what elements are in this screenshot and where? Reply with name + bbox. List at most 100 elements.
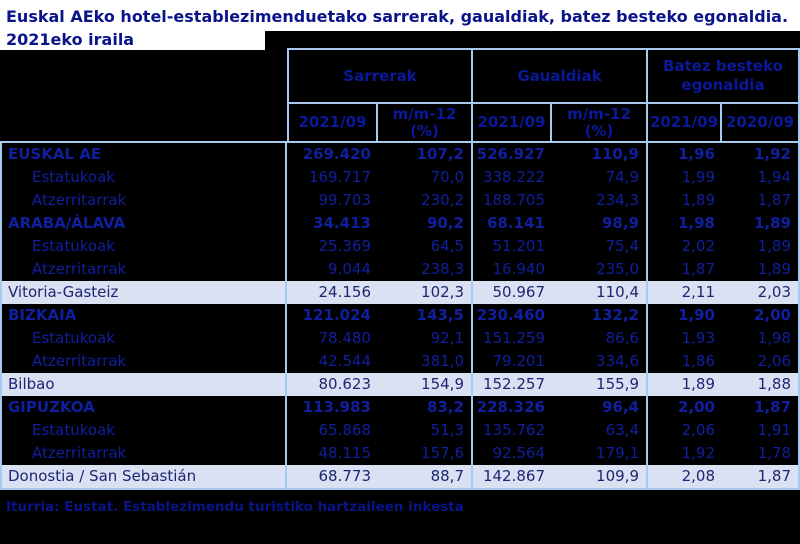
cell-sarrerak-2021-09: 65.868 bbox=[318, 421, 372, 439]
page-title-line2: 2021eko iraila bbox=[0, 31, 265, 50]
cell-gaualdiak-2021-09: 16.940 bbox=[492, 260, 546, 278]
sub-header-egonaldia-2020-09: 2020/09 bbox=[722, 104, 800, 141]
sub-header-sarrerak-2021-09: 2021/09 bbox=[287, 104, 378, 141]
row-label: GIPUZKOA bbox=[0, 396, 287, 419]
cell-sarrerak-2021-09: 113.983 bbox=[302, 398, 371, 416]
cell-sarrerak-2021-09: 169.717 bbox=[308, 168, 371, 186]
table-row: Atzerritarrak 42.544 381,0 79.201 334,6 1,86 2… bbox=[0, 350, 800, 373]
cell-sarrerak-mm12: 102,3 bbox=[378, 281, 473, 304]
cell-sarrerak-2021-09: 9.044 bbox=[328, 260, 371, 278]
column-group-sarrerak: Sarrerak bbox=[287, 48, 473, 104]
row-label: Estatukoak bbox=[0, 327, 287, 350]
cell-sarrerak-mm12: 154,9 bbox=[378, 373, 473, 396]
cell-sarrerak-mm12: 64,5 bbox=[378, 235, 473, 258]
table-row: Estatukoak 65.868 51,3 135.762 63,4 2,06 1,91 bbox=[0, 419, 800, 442]
cell-sarrerak-2021-09: 25.369 bbox=[318, 237, 372, 255]
cell-egonaldia-2020-09: 1,87 bbox=[722, 465, 800, 488]
table-row: ARABA/ÁLAVA 34.413 90,2 68.141 98,9 1,98 1,89 bbox=[0, 212, 800, 235]
cell-gaualdiak-2021-09: 92.564 bbox=[492, 444, 546, 462]
cell-egonaldia-2021-09: 1,99 bbox=[681, 168, 715, 186]
cell-gaualdiak-mm12: 234,3 bbox=[552, 189, 648, 212]
cell-egonaldia-2020-09: 1,87 bbox=[722, 189, 800, 212]
cell-sarrerak-mm12: 90,2 bbox=[378, 212, 473, 235]
row-label: Estatukoak bbox=[0, 166, 287, 189]
cell-gaualdiak-2021-09: 152.257 bbox=[473, 373, 552, 396]
cell-sarrerak-mm12: 157,6 bbox=[378, 442, 473, 465]
cell-sarrerak-2021-09: 42.544 bbox=[318, 352, 372, 370]
cell-sarrerak-mm12: 107,2 bbox=[378, 143, 473, 166]
cell-egonaldia-2021-09: 2,00 bbox=[677, 398, 715, 416]
column-group-header-row: Sarrerak Gaualdiak Batez besteko egonald… bbox=[0, 48, 800, 104]
sub-header-gaualdiak-2021-09: 2021/09 bbox=[473, 104, 552, 141]
cell-sarrerak-mm12: 143,5 bbox=[378, 304, 473, 327]
cell-gaualdiak-mm12: 179,1 bbox=[552, 442, 648, 465]
cell-sarrerak-2021-09: 121.024 bbox=[302, 306, 371, 324]
cell-gaualdiak-2021-09: 188.705 bbox=[482, 191, 545, 209]
table-row: Bilbao 80.623 154,9 152.257 155,9 1,89 1,88 bbox=[0, 373, 800, 396]
cell-egonaldia-2020-09: 1,88 bbox=[722, 373, 800, 396]
table-row: BIZKAIA 121.024 143,5 230.460 132,2 1,90 2,00 bbox=[0, 304, 800, 327]
cell-egonaldia-2021-09: 1,96 bbox=[677, 145, 715, 163]
sub-header-row: 2021/09 m/m-12 (%) 2021/09 m/m-12 (%) 20… bbox=[0, 104, 800, 143]
cell-gaualdiak-2021-09: 51.201 bbox=[492, 237, 546, 255]
cell-egonaldia-2020-09: 1,94 bbox=[722, 166, 800, 189]
table-row: Atzerritarrak 9.044 238,3 16.940 235,0 1,87 1,… bbox=[0, 258, 800, 281]
cell-gaualdiak-mm12: 63,4 bbox=[552, 419, 648, 442]
cell-egonaldia-2020-09: 2,03 bbox=[722, 281, 800, 304]
cell-sarrerak-2021-09: 24.156 bbox=[287, 281, 378, 304]
cell-egonaldia-2021-09: 1,92 bbox=[681, 444, 715, 462]
cell-gaualdiak-mm12: 235,0 bbox=[552, 258, 648, 281]
cell-sarrerak-2021-09: 99.703 bbox=[318, 191, 372, 209]
sub-header-sarrerak-mm12: m/m-12 (%) bbox=[378, 104, 473, 141]
cell-egonaldia-2021-09: 1,89 bbox=[681, 191, 715, 209]
sub-header-gaualdiak-mm12: m/m-12 (%) bbox=[552, 104, 648, 141]
row-label: Estatukoak bbox=[0, 419, 287, 442]
cell-egonaldia-2021-09: 2,11 bbox=[648, 281, 722, 304]
cell-gaualdiak-mm12: 334,6 bbox=[552, 350, 648, 373]
cell-gaualdiak-mm12: 110,9 bbox=[552, 143, 648, 166]
cell-egonaldia-2020-09: 1,92 bbox=[722, 143, 800, 166]
cell-sarrerak-mm12: 92,1 bbox=[378, 327, 473, 350]
cell-egonaldia-2020-09: 2,00 bbox=[722, 304, 800, 327]
cell-gaualdiak-2021-09: 526.927 bbox=[476, 145, 545, 163]
cell-egonaldia-2020-09: 1,89 bbox=[722, 258, 800, 281]
row-label: Vitoria-Gasteiz bbox=[0, 281, 287, 304]
cell-sarrerak-2021-09: 269.420 bbox=[302, 145, 371, 163]
cell-egonaldia-2020-09: 1,78 bbox=[722, 442, 800, 465]
cell-sarrerak-mm12: 230,2 bbox=[378, 189, 473, 212]
row-label: ARABA/ÁLAVA bbox=[0, 212, 287, 235]
cell-gaualdiak-mm12: 98,9 bbox=[552, 212, 648, 235]
cell-sarrerak-2021-09: 34.413 bbox=[313, 214, 371, 232]
corner-blank-cell bbox=[0, 48, 287, 104]
cell-egonaldia-2020-09: 1,89 bbox=[722, 235, 800, 258]
cell-egonaldia-2020-09: 2,06 bbox=[722, 350, 800, 373]
cell-gaualdiak-mm12: 110,4 bbox=[552, 281, 648, 304]
cell-gaualdiak-2021-09: 230.460 bbox=[476, 306, 545, 324]
cell-gaualdiak-mm12: 109,9 bbox=[552, 465, 648, 488]
cell-sarrerak-mm12: 70,0 bbox=[378, 166, 473, 189]
row-label: BIZKAIA bbox=[0, 304, 287, 327]
cell-sarrerak-2021-09: 78.480 bbox=[318, 329, 372, 347]
cell-egonaldia-2020-09: 1,87 bbox=[722, 396, 800, 419]
table-row: GIPUZKOA 113.983 83,2 228.326 96,4 2,00 1,87 bbox=[0, 396, 800, 419]
statistics-table: Sarrerak Gaualdiak Batez besteko egonald… bbox=[0, 48, 800, 490]
table-row: Estatukoak 78.480 92,1 151.259 86,6 1,93 1,98 bbox=[0, 327, 800, 350]
sub-header-egonaldia-2021-09: 2021/09 bbox=[648, 104, 722, 141]
row-label: Atzerritarrak bbox=[0, 258, 287, 281]
row-label: Atzerritarrak bbox=[0, 189, 287, 212]
row-label: EUSKAL AE bbox=[0, 143, 287, 166]
page-title: Euskal AEko hotel-establezimenduetako sa… bbox=[0, 0, 800, 31]
cell-gaualdiak-mm12: 86,6 bbox=[552, 327, 648, 350]
cell-gaualdiak-mm12: 96,4 bbox=[552, 396, 648, 419]
table-row: EUSKAL AE 269.420 107,2 526.927 110,9 1,96 1,9… bbox=[0, 143, 800, 166]
table-row: Estatukoak 169.717 70,0 338.222 74,9 1,99 1,94 bbox=[0, 166, 800, 189]
cell-egonaldia-2021-09: 2,02 bbox=[681, 237, 715, 255]
cell-gaualdiak-mm12: 132,2 bbox=[552, 304, 648, 327]
table-row: Estatukoak 25.369 64,5 51.201 75,4 2,02 1,89 bbox=[0, 235, 800, 258]
column-group-egonaldia: Batez besteko egonaldia bbox=[648, 48, 800, 104]
table-row: Vitoria-Gasteiz 24.156 102,3 50.967 110,4 2,1… bbox=[0, 281, 800, 304]
cell-sarrerak-mm12: 381,0 bbox=[378, 350, 473, 373]
cell-egonaldia-2021-09: 1,87 bbox=[681, 260, 715, 278]
cell-egonaldia-2021-09: 1,93 bbox=[681, 329, 715, 347]
cell-gaualdiak-mm12: 155,9 bbox=[552, 373, 648, 396]
